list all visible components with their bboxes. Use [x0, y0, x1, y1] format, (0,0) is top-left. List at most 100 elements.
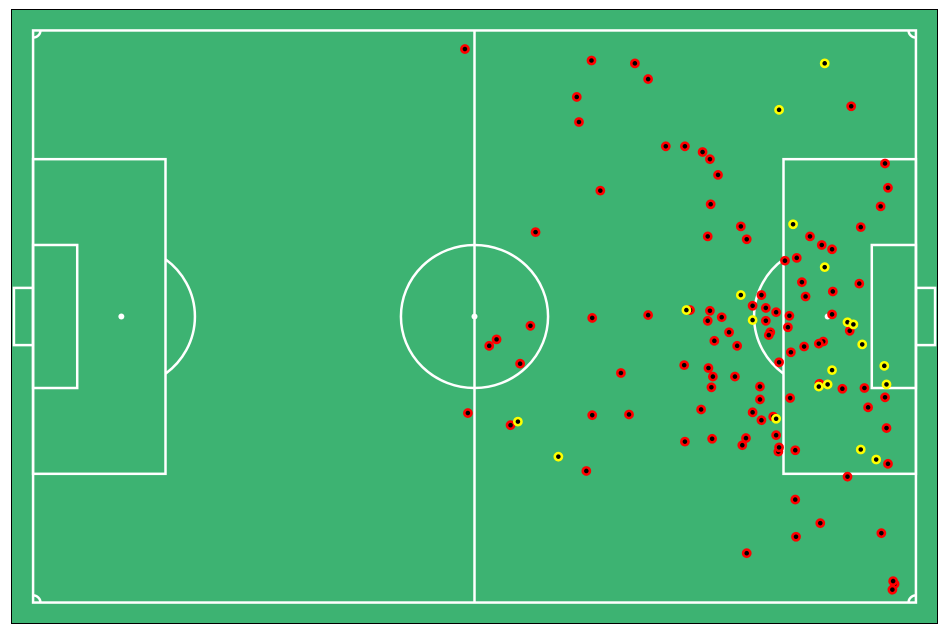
highlight-point-19 [879, 360, 890, 371]
event-point-75 [876, 528, 887, 539]
event-point-16 [741, 234, 752, 245]
event-point-13 [530, 227, 541, 238]
event-point-50 [846, 101, 857, 112]
highlight-point-15 [855, 444, 866, 455]
event-point-47 [875, 201, 886, 212]
event-point-36 [705, 305, 715, 316]
event-point-29 [730, 371, 740, 382]
highlight-point-9 [771, 413, 782, 424]
event-point-87 [587, 313, 598, 323]
event-point-83 [581, 466, 592, 476]
event-point-23 [756, 290, 767, 300]
event-point-45 [827, 286, 838, 297]
highlight-point-3 [819, 262, 830, 273]
event-point-86 [484, 340, 495, 351]
event-point-25 [785, 347, 796, 358]
event-point-61 [756, 415, 767, 426]
event-point-92 [679, 360, 690, 371]
event-point-32 [703, 363, 714, 373]
event-point-22 [784, 310, 795, 321]
event-point-63 [741, 433, 751, 443]
event-point-39 [760, 303, 771, 313]
highlight-point-7 [827, 365, 837, 376]
highlight-point-13 [747, 315, 758, 325]
event-point-62 [747, 407, 758, 418]
event-point-41 [783, 322, 793, 333]
event-point-31 [706, 382, 717, 393]
event-point-74 [741, 548, 752, 559]
event-point-95 [763, 330, 774, 340]
event-point-20 [796, 277, 807, 288]
left-goal [12, 286, 35, 347]
event-point-34 [709, 335, 720, 346]
event-point-15 [735, 221, 746, 232]
center-spot [471, 313, 478, 320]
event-point-14 [702, 231, 713, 242]
event-point-19 [791, 252, 802, 263]
event-point-73 [791, 531, 801, 542]
event-point-54 [842, 471, 853, 482]
event-point-80 [624, 409, 634, 420]
event-point-2 [586, 55, 597, 66]
pitch-markings [12, 29, 937, 604]
event-point-70 [790, 445, 801, 456]
event-point-101 [813, 338, 824, 349]
left-penalty-arc [164, 258, 197, 375]
event-point-68 [771, 430, 782, 441]
event-point-77 [887, 584, 898, 595]
event-point-98 [827, 309, 837, 320]
event-point-55 [863, 402, 874, 413]
event-point-8 [697, 147, 708, 157]
highlight-point-10 [513, 416, 523, 427]
event-point-12 [595, 185, 606, 196]
highlight-point-14 [735, 290, 746, 300]
event-point-1 [629, 58, 640, 69]
event-point-9 [705, 154, 715, 165]
event-point-97 [827, 244, 837, 255]
event-point-11 [705, 199, 716, 210]
event-point-7 [680, 141, 690, 152]
event-point-38 [747, 300, 758, 311]
event-point-27 [755, 381, 765, 392]
event-point-17 [805, 231, 815, 242]
corner-arc-top-right [907, 30, 917, 39]
event-point-85 [491, 334, 502, 345]
event-point-3 [643, 74, 654, 84]
event-point-60 [755, 394, 765, 405]
event-point-96 [780, 255, 790, 266]
event-point-5 [574, 117, 584, 127]
event-point-4 [571, 92, 582, 102]
highlighted-series [513, 58, 892, 465]
event-point-0 [460, 44, 470, 54]
highlight-point-12 [681, 305, 692, 315]
event-point-56 [859, 383, 870, 393]
event-point-99 [854, 278, 865, 289]
event-point-78 [888, 576, 899, 586]
event-point-42 [799, 341, 809, 352]
event-point-82 [587, 410, 598, 421]
corner-arc-bottom-left [32, 594, 42, 603]
event-point-81 [616, 368, 626, 378]
event-point-51 [880, 392, 890, 403]
left-penalty-spot [118, 313, 125, 320]
event-point-40 [771, 307, 782, 318]
event-point-88 [525, 320, 536, 331]
event-markers [460, 44, 900, 595]
event-point-53 [883, 458, 893, 469]
event-point-10 [713, 170, 723, 180]
event-point-57 [837, 383, 848, 394]
event-point-72 [815, 518, 826, 529]
event-point-6 [660, 141, 671, 152]
event-point-33 [732, 340, 743, 351]
event-point-52 [881, 423, 892, 433]
event-point-66 [696, 404, 706, 415]
event-point-93 [724, 327, 734, 338]
highlight-point-16 [822, 379, 833, 390]
event-point-94 [643, 310, 654, 320]
highlight-point-18 [881, 379, 892, 390]
event-point-64 [737, 440, 748, 451]
event-point-37 [702, 315, 713, 326]
highlight-point-1 [774, 104, 784, 115]
corner-arc-bottom-right [907, 594, 917, 603]
